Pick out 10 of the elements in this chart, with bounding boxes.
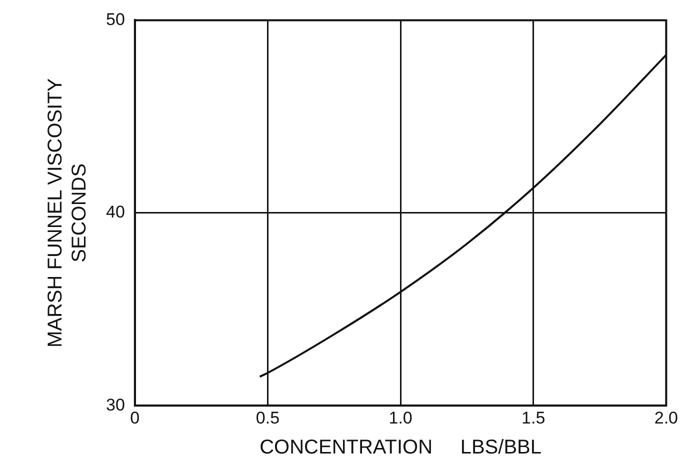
y-tick-label: 40 — [106, 202, 125, 222]
y-tick-label: 30 — [106, 395, 125, 414]
x-tick-label: 1.5 — [522, 408, 546, 428]
y-tick-label: 50 — [106, 10, 125, 29]
x-tick-label: 0.5 — [256, 408, 280, 428]
x-tick-label: 2.0 — [654, 408, 678, 428]
x-tick-label: 1.0 — [388, 408, 412, 428]
x-axis-title: CONCENTRATION LBS/BBL — [260, 436, 542, 459]
x-tick-label: 0 — [130, 408, 140, 428]
y-axis-title: MARSH FUNNEL VISCOSITY SECONDS — [44, 78, 91, 348]
